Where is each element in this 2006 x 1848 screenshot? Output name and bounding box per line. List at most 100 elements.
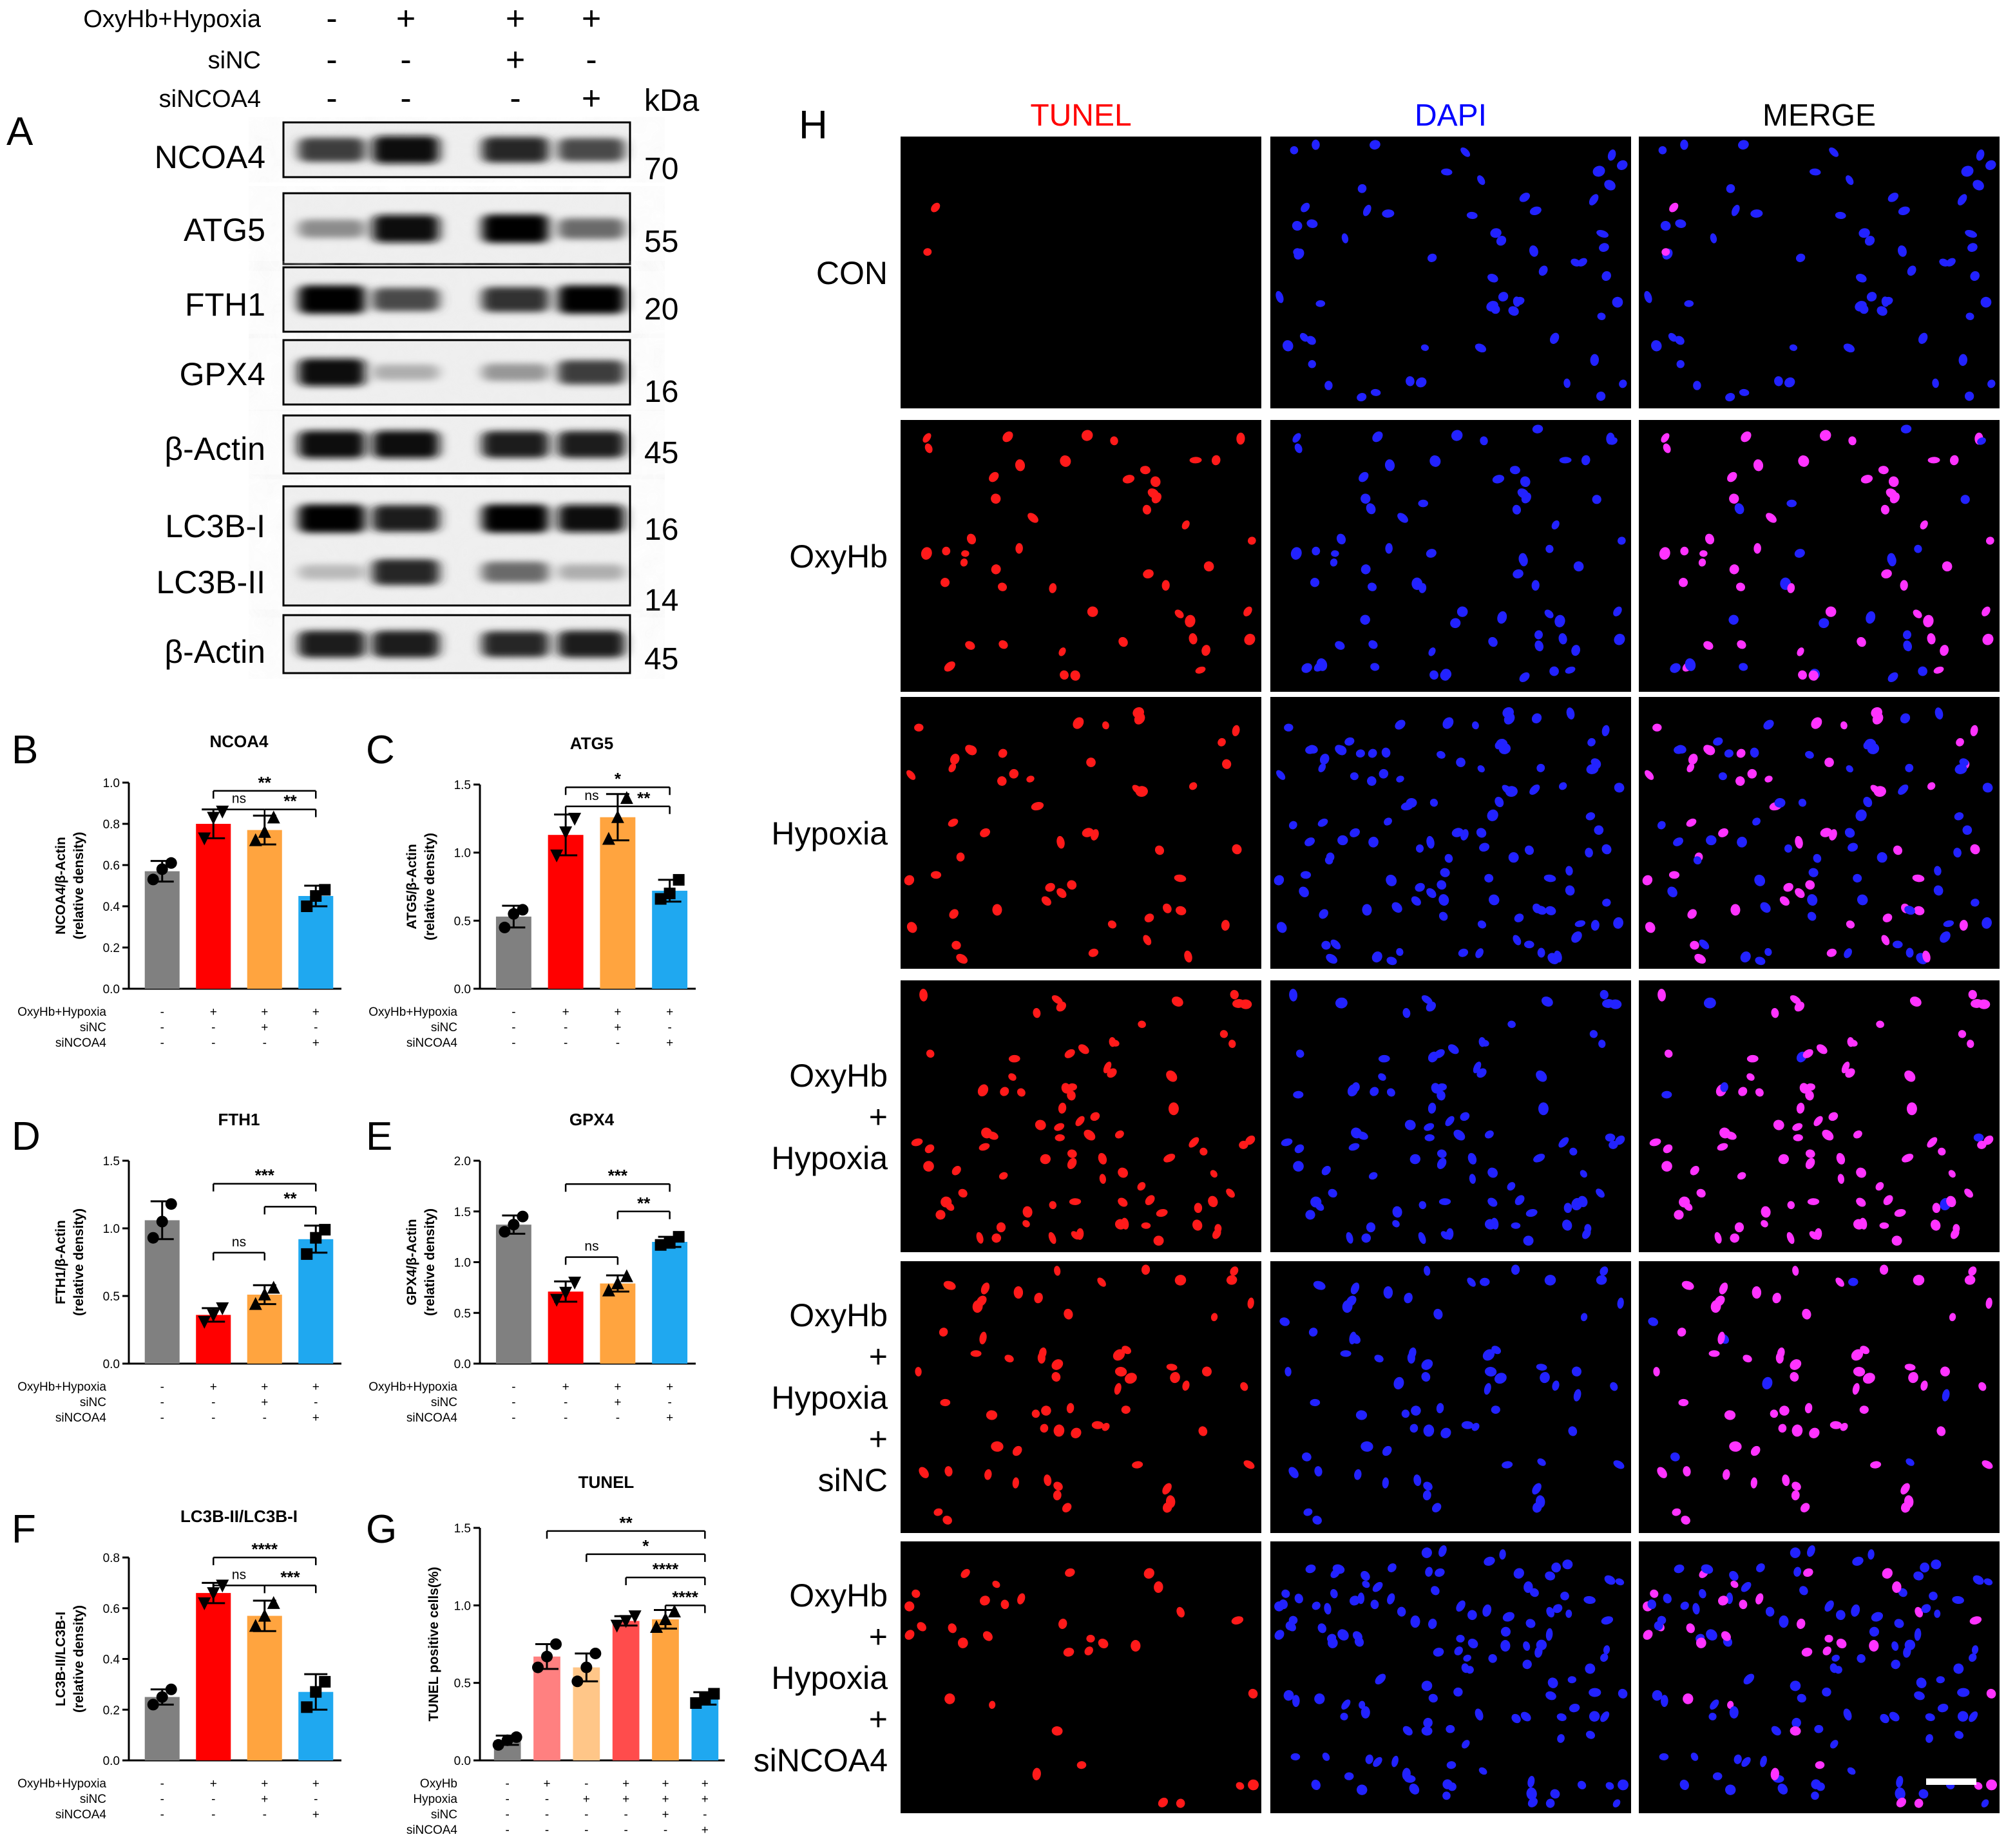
cell-nucleus: [1245, 1135, 1256, 1145]
cell-nucleus: [1344, 1772, 1354, 1780]
cell-nucleus: [1657, 821, 1666, 830]
cell-nucleus: [1478, 1767, 1487, 1775]
cell-nucleus: [1782, 1474, 1790, 1487]
cell-nucleus: [1816, 1044, 1828, 1054]
cell-nucleus: [1870, 1461, 1882, 1469]
cell-nucleus: [1514, 913, 1524, 922]
cell-nucleus: [1301, 202, 1310, 213]
cell-nucleus: [1540, 1371, 1550, 1384]
cell-nucleus: [1913, 609, 1922, 618]
cell-nucleus: [1657, 1467, 1667, 1478]
y-tick-label: 0.0: [103, 1755, 120, 1768]
micrograph-dapi: [1270, 697, 1631, 969]
cell-nucleus: [1607, 149, 1616, 161]
cell-nucleus: [1843, 343, 1855, 353]
cell-nucleus: [1513, 569, 1524, 579]
cell-nucleus: [1690, 1166, 1699, 1176]
cell-nucleus: [1880, 504, 1890, 515]
x-condition-sign: +: [666, 1036, 673, 1050]
cell-nucleus: [1102, 721, 1109, 730]
cell-nucleus: [1571, 931, 1582, 943]
x-condition-sign: -: [667, 1396, 671, 1409]
cell-nucleus: [1727, 472, 1737, 482]
data-point: [216, 1302, 229, 1315]
cell-nucleus: [1442, 717, 1454, 729]
cell-nucleus: [1031, 801, 1044, 811]
cell-nucleus: [1230, 1266, 1239, 1276]
cell-nucleus: [1529, 784, 1540, 795]
data-point: [628, 1610, 642, 1624]
cell-nucleus: [1293, 1091, 1304, 1099]
micrograph-tunel: [901, 1261, 1261, 1533]
cell-nucleus: [1795, 253, 1806, 262]
cell-nucleus: [1460, 147, 1471, 157]
data-point: [508, 1219, 520, 1231]
cell-nucleus: [1088, 948, 1099, 957]
cell-nucleus: [1934, 866, 1942, 876]
cell-nucleus: [1601, 725, 1610, 737]
cell-nucleus: [1932, 1203, 1941, 1214]
kda-value: 20: [644, 292, 678, 327]
significance-label: **: [637, 788, 651, 808]
cell-nucleus: [1971, 999, 1983, 1008]
cell-nucleus: [998, 582, 1008, 591]
cell-nucleus: [961, 550, 970, 557]
y-tick-label: 0.4: [103, 1653, 120, 1667]
data-point: [508, 908, 520, 920]
cell-nucleus: [1524, 1581, 1533, 1593]
cell-nucleus: [960, 1568, 970, 1578]
row-label: siNCOA4: [754, 1742, 888, 1778]
cell-nucleus: [1686, 763, 1695, 772]
x-condition-sign: -: [667, 1021, 671, 1034]
cell-nucleus: [965, 745, 975, 754]
cell-nucleus: [1446, 1761, 1457, 1769]
x-condition-sign: -: [624, 1808, 628, 1822]
cell-nucleus: [1858, 228, 1870, 238]
cell-nucleus: [1051, 1372, 1061, 1382]
cell-nucleus: [965, 641, 975, 650]
kda-value: 70: [644, 152, 678, 186]
cell-nucleus: [1976, 149, 1985, 161]
cell-nucleus: [1879, 1264, 1889, 1275]
cell-nucleus: [1904, 1070, 1916, 1082]
cell-nucleus: [1925, 1713, 1935, 1722]
cell-nucleus: [1051, 995, 1063, 1005]
cell-nucleus: [1980, 296, 1992, 308]
cell-nucleus: [1478, 1037, 1486, 1047]
micrograph-row: Hypoxia: [771, 697, 2000, 969]
data-point: [258, 824, 271, 838]
cell-nucleus: [1143, 569, 1154, 579]
cell-nucleus: [1589, 1688, 1601, 1697]
cell-nucleus: [1060, 670, 1069, 680]
x-condition-sign: +: [210, 1005, 217, 1019]
cell-nucleus: [1438, 911, 1448, 921]
cell-nucleus: [1953, 1663, 1964, 1674]
cell-nucleus: [1337, 1629, 1349, 1641]
cell-nucleus: [1335, 641, 1345, 650]
cell-nucleus: [942, 1516, 952, 1525]
cell-nucleus: [992, 904, 1002, 916]
cell-nucleus: [1863, 741, 1871, 750]
cell-nucleus: [1078, 1044, 1089, 1054]
panel-letter: B: [12, 728, 38, 772]
data-point: [147, 873, 159, 886]
cell-nucleus: [1299, 332, 1309, 342]
cell-nucleus: [1122, 1346, 1132, 1355]
cell-nucleus: [1706, 1629, 1717, 1641]
bar: [247, 830, 282, 989]
x-condition-sign: +: [312, 1036, 320, 1050]
cell-nucleus: [1824, 757, 1834, 767]
cell-nucleus: [1647, 1599, 1657, 1610]
cell-nucleus: [1713, 737, 1723, 746]
cell-nucleus: [1724, 1410, 1736, 1420]
bar: [495, 1224, 531, 1364]
cell-nucleus: [1461, 1421, 1474, 1429]
cell-nucleus: [1680, 1601, 1689, 1610]
cell-nucleus: [1805, 880, 1815, 890]
cell-nucleus: [1383, 1286, 1393, 1299]
cell-nucleus: [1098, 1152, 1107, 1165]
cell-nucleus: [1312, 1516, 1322, 1525]
cell-nucleus: [951, 1166, 961, 1176]
